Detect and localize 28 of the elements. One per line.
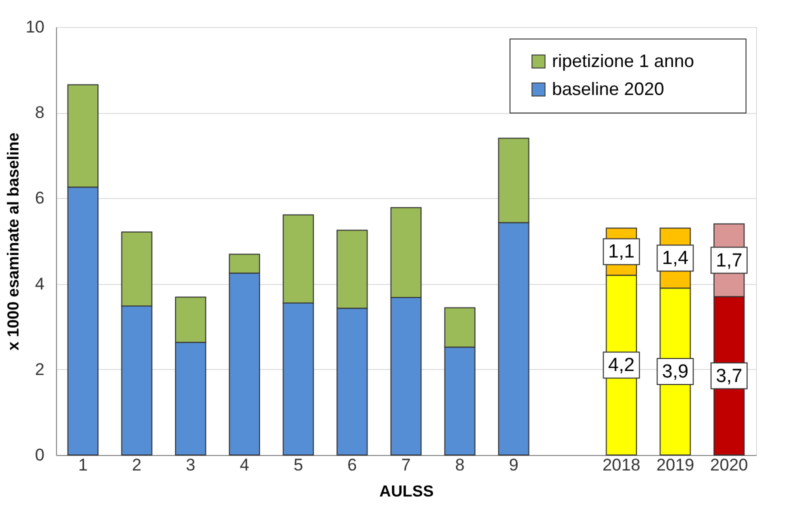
legend-label: baseline 2020 — [552, 79, 664, 99]
x-tick-label: 3 — [186, 456, 196, 474]
y-tick-label: 0 — [35, 446, 44, 464]
x-tick-label: 2018 — [602, 456, 640, 474]
data-label: 1,7 — [716, 250, 742, 272]
data-label: 1,1 — [608, 242, 635, 263]
x-tick-label: 7 — [401, 456, 411, 474]
x-axis-title: AULSS — [379, 484, 434, 500]
data-label: 4,2 — [608, 355, 635, 376]
data-label: 3,9 — [662, 362, 688, 383]
x-tick-label: 5 — [294, 456, 304, 474]
y-tick-label: 8 — [35, 103, 44, 122]
y-axis-title: x 1000 esaminate al baseline — [6, 132, 23, 350]
x-tick-label: 6 — [347, 456, 357, 474]
x-tick-label: 4 — [240, 456, 250, 474]
x-tick-label: 2020 — [710, 456, 748, 474]
x-tick-label: 2019 — [656, 456, 694, 474]
y-tick-label: 2 — [35, 360, 44, 379]
x-tick-label: 1 — [78, 456, 88, 474]
data-label: 1,4 — [662, 248, 689, 270]
x-tick-label: 8 — [455, 456, 465, 474]
y-tick-label: 6 — [35, 188, 44, 208]
y-tick-label: 10 — [26, 18, 44, 36]
y-tick-label: 4 — [35, 274, 44, 294]
x-tick-label: 9 — [508, 456, 518, 474]
data-label: 3,7 — [716, 366, 742, 387]
x-tick-label: 2 — [132, 456, 142, 474]
legend-label: ripetizione 1 anno — [552, 51, 694, 71]
